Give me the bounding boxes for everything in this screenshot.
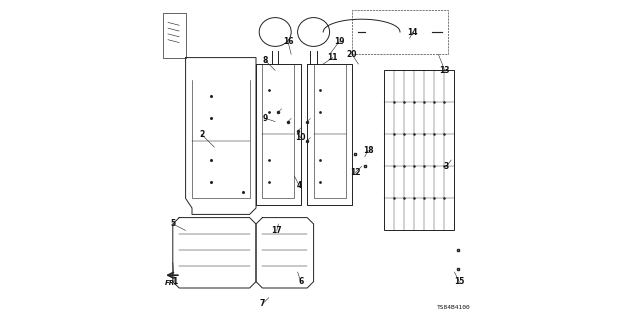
- Text: 4: 4: [296, 181, 302, 190]
- Text: 13: 13: [440, 66, 450, 75]
- Text: 10: 10: [296, 133, 306, 142]
- Text: 6: 6: [298, 277, 303, 286]
- Text: 5: 5: [170, 220, 175, 228]
- Bar: [384, 70, 454, 230]
- Text: 16: 16: [283, 37, 293, 46]
- Text: 15: 15: [454, 277, 465, 286]
- Text: 11: 11: [328, 53, 338, 62]
- Text: TS84B4100: TS84B4100: [436, 305, 470, 310]
- Text: 12: 12: [350, 168, 360, 177]
- Text: 18: 18: [363, 146, 373, 155]
- Text: 14: 14: [408, 28, 418, 36]
- Text: 8: 8: [263, 56, 268, 65]
- Text: 3: 3: [444, 162, 449, 171]
- Text: 17: 17: [271, 226, 282, 235]
- Text: 1: 1: [172, 277, 177, 286]
- Bar: [352, 10, 448, 54]
- Bar: [163, 13, 186, 58]
- Text: FR.: FR.: [164, 280, 178, 286]
- Text: 2: 2: [199, 130, 204, 139]
- Text: 19: 19: [334, 37, 344, 46]
- Text: 20: 20: [347, 50, 357, 59]
- Text: 9: 9: [263, 114, 268, 123]
- Text: 7: 7: [260, 300, 265, 308]
